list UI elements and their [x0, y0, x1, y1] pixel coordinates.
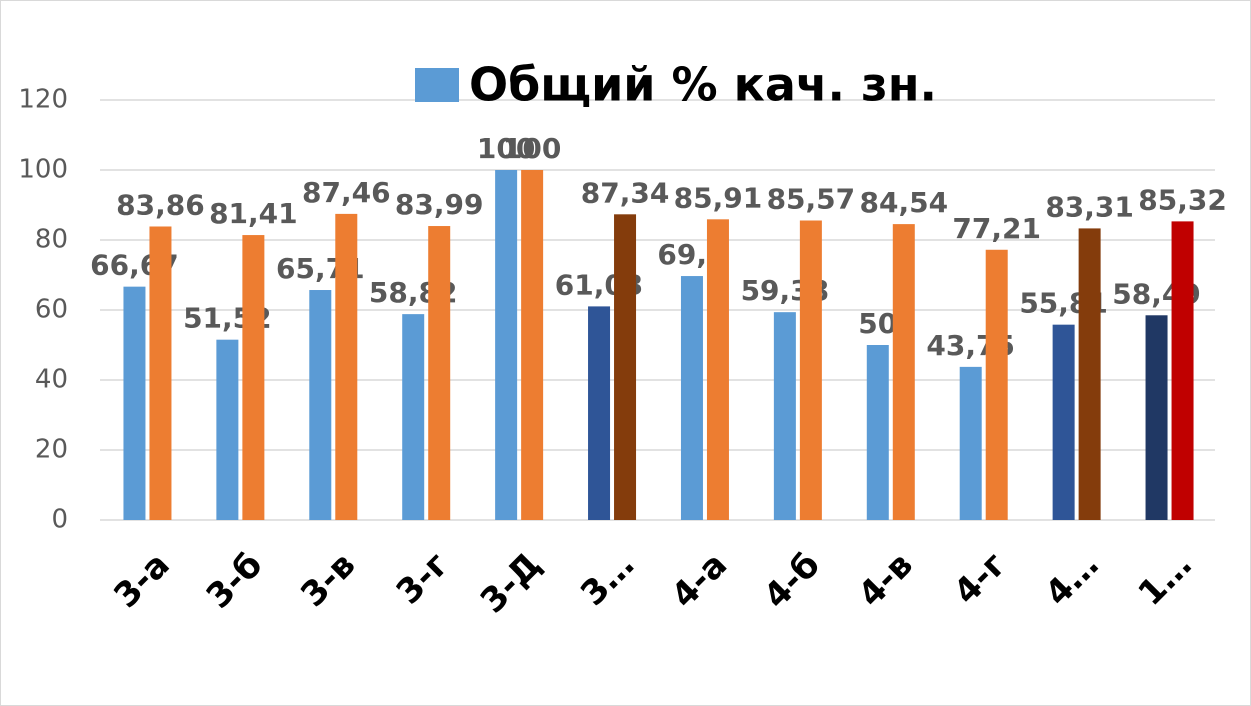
data-label: 83,31	[1045, 190, 1134, 223]
data-label: 77,21	[952, 212, 1041, 245]
bar	[242, 235, 265, 520]
data-label: 81,41	[209, 197, 298, 230]
bar	[680, 276, 703, 520]
data-label: 85,57	[767, 183, 856, 216]
data-label: 100	[503, 132, 561, 165]
bar	[892, 224, 915, 521]
y-tick-label: 60	[35, 295, 68, 325]
bar	[866, 345, 889, 520]
bar	[959, 366, 982, 520]
bar	[1052, 324, 1075, 520]
bar	[1145, 315, 1168, 520]
legend-label: Общий % кач. зн.	[469, 58, 937, 112]
y-tick-label: 100	[18, 155, 68, 185]
bar	[309, 290, 332, 520]
bar	[588, 306, 611, 520]
bar	[1171, 221, 1194, 520]
bar	[799, 220, 822, 520]
data-label: 84,54	[860, 186, 949, 219]
data-label: 87,34	[581, 176, 670, 209]
data-label: 85,91	[674, 181, 763, 214]
y-tick-label: 120	[18, 85, 68, 115]
bar	[521, 170, 544, 520]
bar	[123, 286, 146, 520]
data-label: 85,32	[1138, 183, 1227, 216]
bar	[402, 314, 425, 520]
bar	[335, 213, 358, 520]
bar	[773, 312, 796, 520]
data-label: 83,99	[395, 188, 484, 221]
bar	[985, 249, 1008, 520]
data-label: 100	[477, 132, 535, 165]
data-label: 50	[858, 307, 897, 340]
bar	[706, 219, 729, 520]
bar	[216, 339, 239, 520]
bar	[428, 226, 451, 520]
legend-swatch	[415, 68, 459, 102]
bar	[495, 170, 518, 520]
y-tick-label: 0	[51, 505, 68, 535]
bar	[149, 226, 172, 521]
bar	[614, 214, 637, 520]
bar	[1078, 228, 1101, 521]
y-tick-label: 40	[35, 365, 68, 395]
y-tick-label: 20	[35, 435, 68, 465]
data-label: 87,46	[302, 176, 391, 209]
y-tick-label: 80	[35, 225, 68, 255]
data-label: 83,86	[116, 188, 205, 221]
